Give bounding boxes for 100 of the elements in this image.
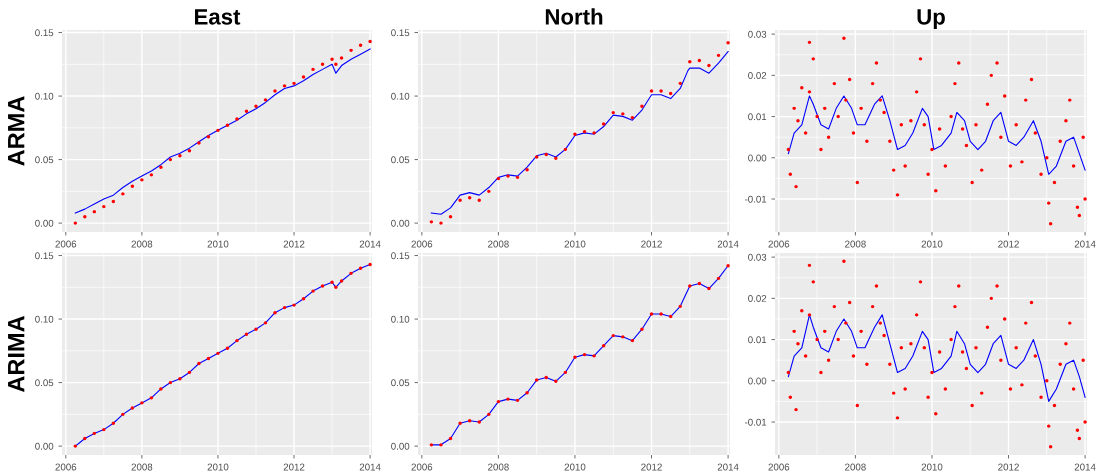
y-tick-label: 0.00: [35, 219, 54, 227]
point: [349, 48, 353, 53]
x-tick-label: 2014: [1074, 463, 1096, 471]
x-tick-label: 2012: [283, 463, 305, 471]
point: [630, 338, 635, 343]
y-tick-label: 0.00: [391, 219, 410, 227]
point: [668, 91, 673, 96]
point: [159, 165, 163, 169]
x-tick-label: 2010: [564, 240, 586, 248]
y-tick-label: -0.01: [744, 195, 767, 203]
point: [582, 129, 587, 134]
point: [525, 391, 529, 395]
point: [515, 398, 520, 403]
y-tick-label: 0.15: [391, 252, 410, 260]
point: [358, 43, 363, 47]
point: [496, 399, 501, 404]
x-tick-label: 2014: [359, 240, 381, 248]
point: [149, 396, 154, 400]
x-tick-label: 2010: [921, 463, 943, 471]
point: [726, 41, 730, 45]
point: [506, 397, 510, 401]
y-tick-label: 0.00: [748, 154, 767, 162]
y-tick-label: 0.01: [748, 336, 767, 344]
x-tick-label: 2014: [1074, 240, 1096, 248]
point: [439, 443, 443, 447]
x-tick-label: 2008: [845, 463, 866, 471]
point: [73, 444, 78, 448]
y-tick-label: 0.00: [35, 442, 54, 450]
x-tick-label: 2008: [131, 463, 153, 471]
point: [467, 419, 472, 423]
y-tick-label: 0.02: [748, 295, 767, 302]
point: [187, 148, 192, 153]
point: [582, 352, 587, 357]
point: [716, 53, 721, 58]
x-tick-label: 2008: [845, 240, 866, 248]
point: [121, 412, 125, 417]
point: [168, 157, 173, 162]
point: [244, 332, 249, 337]
point: [334, 285, 338, 289]
point: [292, 303, 296, 307]
y-axis-title: ARIMA: [8, 315, 25, 393]
y-tick-label: 0.10: [391, 315, 410, 323]
point: [178, 154, 182, 158]
point: [697, 281, 702, 286]
point: [458, 198, 462, 202]
point: [178, 377, 182, 381]
y-tick-label: -0.01: [744, 418, 767, 426]
point: [544, 152, 548, 157]
point: [630, 115, 635, 120]
point: [206, 135, 211, 139]
chart-title: North: [545, 8, 603, 25]
x-tick-label: 2010: [564, 463, 586, 471]
point: [102, 427, 106, 432]
point: [458, 421, 462, 425]
point: [544, 375, 548, 380]
point: [640, 104, 644, 108]
line-series: [430, 265, 729, 446]
point: [716, 276, 721, 281]
point: [216, 351, 220, 356]
point: [515, 175, 520, 180]
point: [506, 174, 510, 178]
point: [254, 104, 258, 108]
point: [611, 110, 615, 115]
y-tick-label: 0.10: [35, 315, 54, 323]
point: [301, 297, 306, 301]
x-tick-label: 2010: [921, 240, 943, 248]
point: [525, 168, 529, 172]
line-series: [74, 48, 371, 214]
y-tick-label: 0.00: [748, 377, 767, 385]
x-tick-label: 2006: [768, 463, 790, 471]
point: [92, 209, 97, 214]
y-tick-label: 0.05: [391, 156, 410, 164]
point: [244, 109, 249, 114]
point: [197, 141, 201, 145]
point: [659, 312, 663, 316]
x-tick-label: 2008: [488, 463, 509, 471]
line-series: [74, 263, 371, 447]
x-tick-label: 2012: [283, 240, 305, 248]
point: [320, 62, 325, 66]
point: [563, 370, 568, 375]
chart-title: East: [195, 9, 241, 25]
point: [225, 346, 230, 350]
y-tick-label: 0.05: [35, 156, 54, 164]
x-tick-label: 2006: [768, 240, 790, 248]
y-tick-label: 0.15: [35, 29, 54, 37]
y-tick-label: 0.02: [748, 72, 767, 79]
point: [235, 117, 239, 121]
y-axis-title: ARMA: [8, 96, 25, 166]
x-tick-label: 2012: [998, 463, 1019, 471]
point: [611, 333, 615, 338]
point: [216, 128, 220, 133]
y-tick-label: 0.03: [748, 30, 767, 38]
x-tick-label: 2012: [641, 240, 662, 248]
point: [334, 62, 338, 66]
point: [477, 420, 481, 424]
point: [330, 57, 334, 61]
point: [349, 271, 353, 276]
x-tick-label: 2008: [488, 240, 509, 248]
x-tick-label: 2014: [717, 240, 739, 248]
y-tick-label: 0.05: [391, 379, 410, 387]
